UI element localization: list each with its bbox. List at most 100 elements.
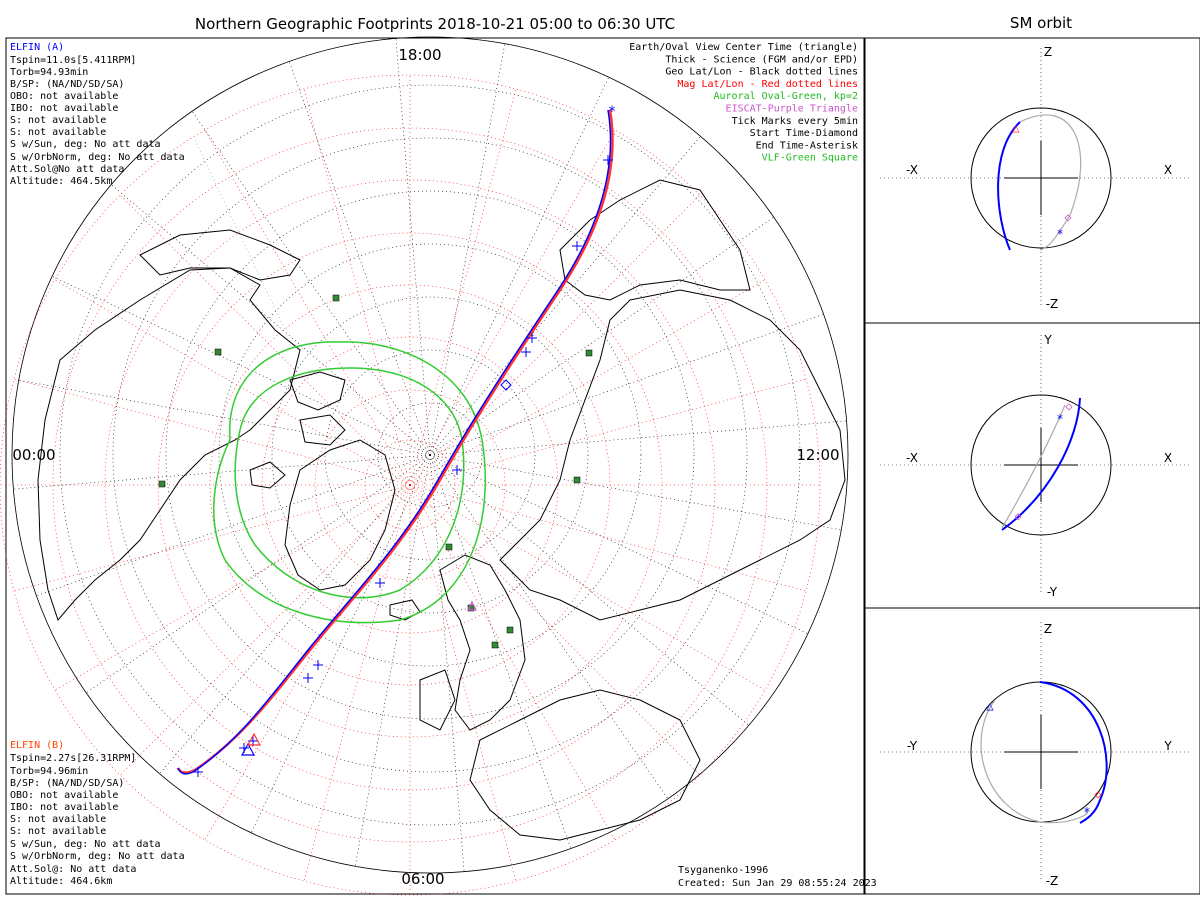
auroral-oval-inner bbox=[234, 367, 465, 599]
coastline bbox=[249, 461, 286, 489]
sm-orbit-marker: ◇ bbox=[1094, 787, 1102, 801]
mag-longitude-line bbox=[204, 484, 411, 841]
sm-orbit-marker: △ bbox=[986, 699, 994, 713]
sm-orbit-marker: ◇ bbox=[1064, 210, 1072, 224]
mag-latitude-circle bbox=[0, 74, 821, 896]
mag-longitude-line bbox=[13, 484, 411, 592]
sm-orbit-marker: * bbox=[1083, 805, 1090, 819]
geo-longitude-line bbox=[13, 454, 431, 490]
legend-entry: Tick Marks every 5min bbox=[732, 116, 858, 127]
elfin-b-line: OBO: not available bbox=[10, 790, 118, 801]
mag-longitude-line bbox=[303, 484, 411, 882]
track-tick-mark bbox=[313, 660, 323, 670]
elfin-a-line: IBO: not available bbox=[10, 103, 118, 114]
track-tick-mark bbox=[452, 465, 462, 475]
elfin-b-line: S: not available bbox=[10, 826, 106, 837]
map-boundary bbox=[11, 36, 849, 874]
elfin-b-track bbox=[176, 109, 614, 774]
sm-panel-xz-frame bbox=[864, 37, 1200, 324]
figure-title: Northern Geographic Footprints 2018-10-2… bbox=[195, 15, 675, 33]
geo-longitude-line bbox=[429, 454, 669, 799]
mlt-label-bottom: 06:00 bbox=[401, 870, 444, 888]
mag-longitude-line bbox=[303, 88, 411, 486]
auroral-ovals bbox=[213, 341, 487, 624]
elfin-b-line: B/SP: (NA/ND/SD/SA) bbox=[10, 778, 124, 789]
geo-longitude-line bbox=[159, 454, 431, 774]
sm-panel-yz: △ * ◇ bbox=[880, 622, 1190, 882]
elfin-a-name: ELFIN (A) bbox=[10, 42, 64, 53]
sm-axis-top: Y bbox=[1043, 333, 1052, 347]
elfin-b-line: Altitude: 464.6km bbox=[10, 876, 112, 887]
elfin-a-track bbox=[177, 109, 612, 775]
sm-axis-bottom: -Z bbox=[1046, 297, 1059, 311]
mag-longitude-line bbox=[54, 279, 411, 486]
sm-orbit-marker: * bbox=[1056, 412, 1063, 426]
auroral-oval-outer bbox=[213, 341, 487, 624]
sm-orbit-title: SM orbit bbox=[1010, 14, 1072, 32]
mag-longitude-line bbox=[409, 484, 766, 691]
sm-axis-left: -Y bbox=[907, 739, 918, 753]
legend-entry: End Time-Asterisk bbox=[756, 140, 858, 151]
sm-axis-bottom: -Y bbox=[1047, 585, 1058, 599]
geo-longitude-line bbox=[52, 276, 431, 456]
legend-entry: EISCAT-Purple Triangle bbox=[726, 104, 858, 115]
end-asterisk: * bbox=[608, 104, 616, 120]
geo-grid-lines bbox=[11, 36, 849, 874]
track-tick-mark bbox=[303, 673, 313, 683]
coastline bbox=[439, 554, 526, 731]
geo-longitude-line bbox=[251, 454, 431, 833]
geo-longitude-line bbox=[429, 136, 701, 456]
mag-longitude-line bbox=[409, 484, 701, 776]
vlf-station-square bbox=[491, 641, 499, 649]
legend-entry: Auroral Oval-Green, kp=2 bbox=[714, 91, 859, 102]
legend-entry: Thick - Science (FGM and/or EPD) bbox=[665, 54, 858, 65]
mag-longitude-line bbox=[409, 484, 807, 592]
elfin-a-line: S: not available bbox=[10, 115, 106, 126]
vlf-stations bbox=[158, 294, 593, 649]
geo-longitude-line bbox=[429, 454, 842, 531]
sm-panels: △◇* *◇◇ △*◇ -X X Z -Z -X X Y -Y -Y Y Z -… bbox=[864, 37, 1200, 895]
sm-orbit-marker: * bbox=[1056, 227, 1063, 241]
geo-longitude-line bbox=[18, 379, 431, 456]
sm-axis-right: X bbox=[1164, 451, 1172, 465]
sm-orbit-back bbox=[980, 699, 1088, 824]
elfin-a-info: ELFIN (A) Tspin=11.0s[5.411RPM] Torb=94.… bbox=[10, 42, 185, 187]
sm-panel-xz: △ ◇* bbox=[880, 48, 1190, 308]
coastline bbox=[299, 414, 346, 446]
sm-axis-bottom: -Z bbox=[1046, 874, 1059, 888]
coastline bbox=[289, 371, 346, 411]
track-tick-mark bbox=[521, 347, 531, 357]
elfin-b-info: ELFIN (B) Tspin=2.27s[26.31RPM] Torb=94.… bbox=[10, 740, 185, 887]
elfin-b-line: IBO: not available bbox=[10, 802, 118, 813]
elfin-a-line: S w/Sun, deg: No att data bbox=[10, 139, 161, 150]
mag-grid-lines bbox=[0, 74, 821, 896]
coastline bbox=[139, 229, 301, 281]
mlt-label-top: 18:00 bbox=[398, 46, 441, 64]
elfin-a-line: Altitude: 464.5km bbox=[10, 176, 112, 187]
sm-orbit-marker: ◇ bbox=[1014, 509, 1022, 523]
legend-entry: Start Time-Diamond bbox=[750, 128, 858, 139]
sm-panel-yz-frame bbox=[864, 607, 1200, 895]
geo-latitude-circle bbox=[271, 296, 589, 614]
vlf-station-square bbox=[585, 349, 593, 357]
elfin-a-line: Torb=94.93min bbox=[10, 67, 88, 78]
elfin-a-line: OBO: not available bbox=[10, 91, 118, 102]
track-tick-mark bbox=[527, 333, 537, 343]
mag-longitude-line bbox=[119, 484, 411, 776]
vlf-station-square bbox=[332, 294, 340, 302]
geo-longitude-line bbox=[429, 454, 572, 849]
geo-longitude-line bbox=[429, 454, 749, 726]
elfin-b-line: Torb=94.96min bbox=[10, 766, 88, 777]
geo-latitude-circle bbox=[59, 84, 801, 826]
vlf-station-square bbox=[506, 626, 514, 634]
geo-latitude-circle bbox=[112, 137, 748, 773]
geo-latitude-circle bbox=[218, 243, 642, 667]
sm-orbit-front bbox=[997, 121, 1021, 251]
coastline bbox=[469, 689, 701, 841]
elfin-b-line: Tspin=2.27s[26.31RPM] bbox=[10, 753, 136, 764]
elfin-b-line: S w/OrbNorm, deg: No att data bbox=[10, 851, 185, 862]
vlf-station-square bbox=[214, 348, 222, 356]
auxiliary-line bbox=[194, 139, 286, 331]
mag-longitude-line bbox=[204, 129, 411, 486]
